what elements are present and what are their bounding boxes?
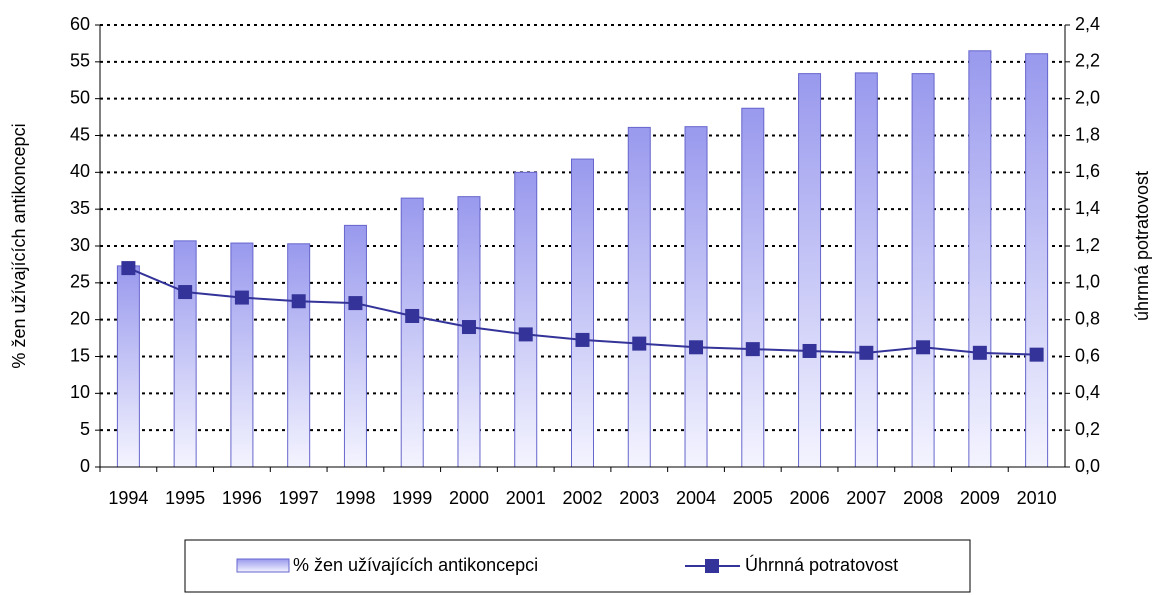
- y-tick-label: 50: [70, 87, 90, 107]
- x-tick-label: 2010: [1017, 488, 1057, 508]
- bar: [287, 243, 311, 468]
- x-tick-label: 2009: [960, 488, 1000, 508]
- y-tick-label: 40: [70, 161, 90, 181]
- line-marker: [461, 320, 476, 335]
- line-marker: [745, 342, 760, 357]
- bar: [854, 72, 878, 468]
- y2-tick-label: 0,6: [1075, 345, 1100, 365]
- y2-tick-label: 1,8: [1075, 124, 1100, 144]
- y2-tick-label: 0,4: [1075, 382, 1100, 402]
- bar: [798, 73, 822, 468]
- bar: [911, 73, 935, 468]
- y-tick-label: 30: [70, 235, 90, 255]
- bar: [173, 240, 197, 468]
- y-tick-label: 20: [70, 308, 90, 328]
- y2-tick-label: 0,0: [1075, 456, 1100, 476]
- bar: [514, 171, 538, 468]
- bar: [400, 197, 424, 468]
- line-marker: [234, 290, 249, 305]
- line-marker: [291, 294, 306, 309]
- x-tick-label: 1996: [222, 488, 262, 508]
- y-tick-label: 0: [80, 456, 90, 476]
- line-marker: [632, 336, 647, 351]
- y-tick-label: 15: [70, 345, 90, 365]
- y-tick-label: 10: [70, 382, 90, 402]
- x-tick-label: 2000: [449, 488, 489, 508]
- x-tick-label: 2002: [562, 488, 602, 508]
- legend-label: % žen užívajících antikoncepci: [293, 555, 538, 575]
- y-tick-label: 5: [80, 419, 90, 439]
- y2-axis-label: úhrnná potratovost: [1132, 171, 1152, 321]
- line-marker: [348, 296, 363, 311]
- line-marker: [121, 261, 136, 276]
- y-axis-label: % žen užívajících antikoncepci: [9, 123, 29, 368]
- y2-tick-label: 2,2: [1075, 51, 1100, 71]
- legend-label: Úhrnná potratovost: [745, 554, 898, 575]
- line-marker: [802, 343, 817, 358]
- x-tick-label: 1999: [392, 488, 432, 508]
- line-marker: [405, 308, 420, 323]
- y2-tick-label: 0,8: [1075, 308, 1100, 328]
- y-tick-label: 45: [70, 124, 90, 144]
- bar: [1025, 53, 1049, 468]
- y2-tick-label: 0,2: [1075, 419, 1100, 439]
- line-marker: [916, 340, 931, 355]
- y2-tick-label: 1,2: [1075, 235, 1100, 255]
- x-tick-label: 2001: [506, 488, 546, 508]
- x-tick-label: 1997: [279, 488, 319, 508]
- y2-tick-label: 1,4: [1075, 198, 1100, 218]
- line-marker: [689, 340, 704, 355]
- y-tick-label: 60: [70, 14, 90, 34]
- x-tick-label: 1994: [108, 488, 148, 508]
- line-marker: [518, 327, 533, 342]
- y2-tick-label: 1,6: [1075, 161, 1100, 181]
- line-marker: [1029, 347, 1044, 362]
- y-tick-label: 55: [70, 51, 90, 71]
- legend-marker: [705, 559, 719, 573]
- bar: [571, 158, 594, 468]
- y-tick-label: 25: [70, 272, 90, 292]
- bar: [116, 265, 140, 468]
- line-marker: [178, 285, 193, 300]
- y2-tick-label: 2,4: [1075, 14, 1100, 34]
- x-tick-label: 1998: [335, 488, 375, 508]
- bar: [343, 224, 367, 468]
- bar: [627, 126, 651, 468]
- line-marker: [972, 345, 987, 360]
- x-tick-label: 1995: [165, 488, 205, 508]
- y-tick-label: 35: [70, 198, 90, 218]
- x-tick-label: 2003: [619, 488, 659, 508]
- x-tick-label: 2007: [846, 488, 886, 508]
- y2-tick-label: 1,0: [1075, 272, 1100, 292]
- line-marker: [859, 345, 874, 360]
- bar: [968, 50, 992, 468]
- x-tick-label: 2006: [790, 488, 830, 508]
- legend-box: [184, 539, 971, 593]
- bar: [684, 126, 708, 468]
- legend-swatch: [236, 558, 290, 573]
- line-marker: [575, 332, 590, 347]
- x-tick-label: 2005: [733, 488, 773, 508]
- bar: [230, 242, 254, 468]
- bar: [741, 107, 765, 468]
- x-tick-label: 2004: [676, 488, 716, 508]
- x-tick-label: 2008: [903, 488, 943, 508]
- y2-tick-label: 2,0: [1075, 87, 1100, 107]
